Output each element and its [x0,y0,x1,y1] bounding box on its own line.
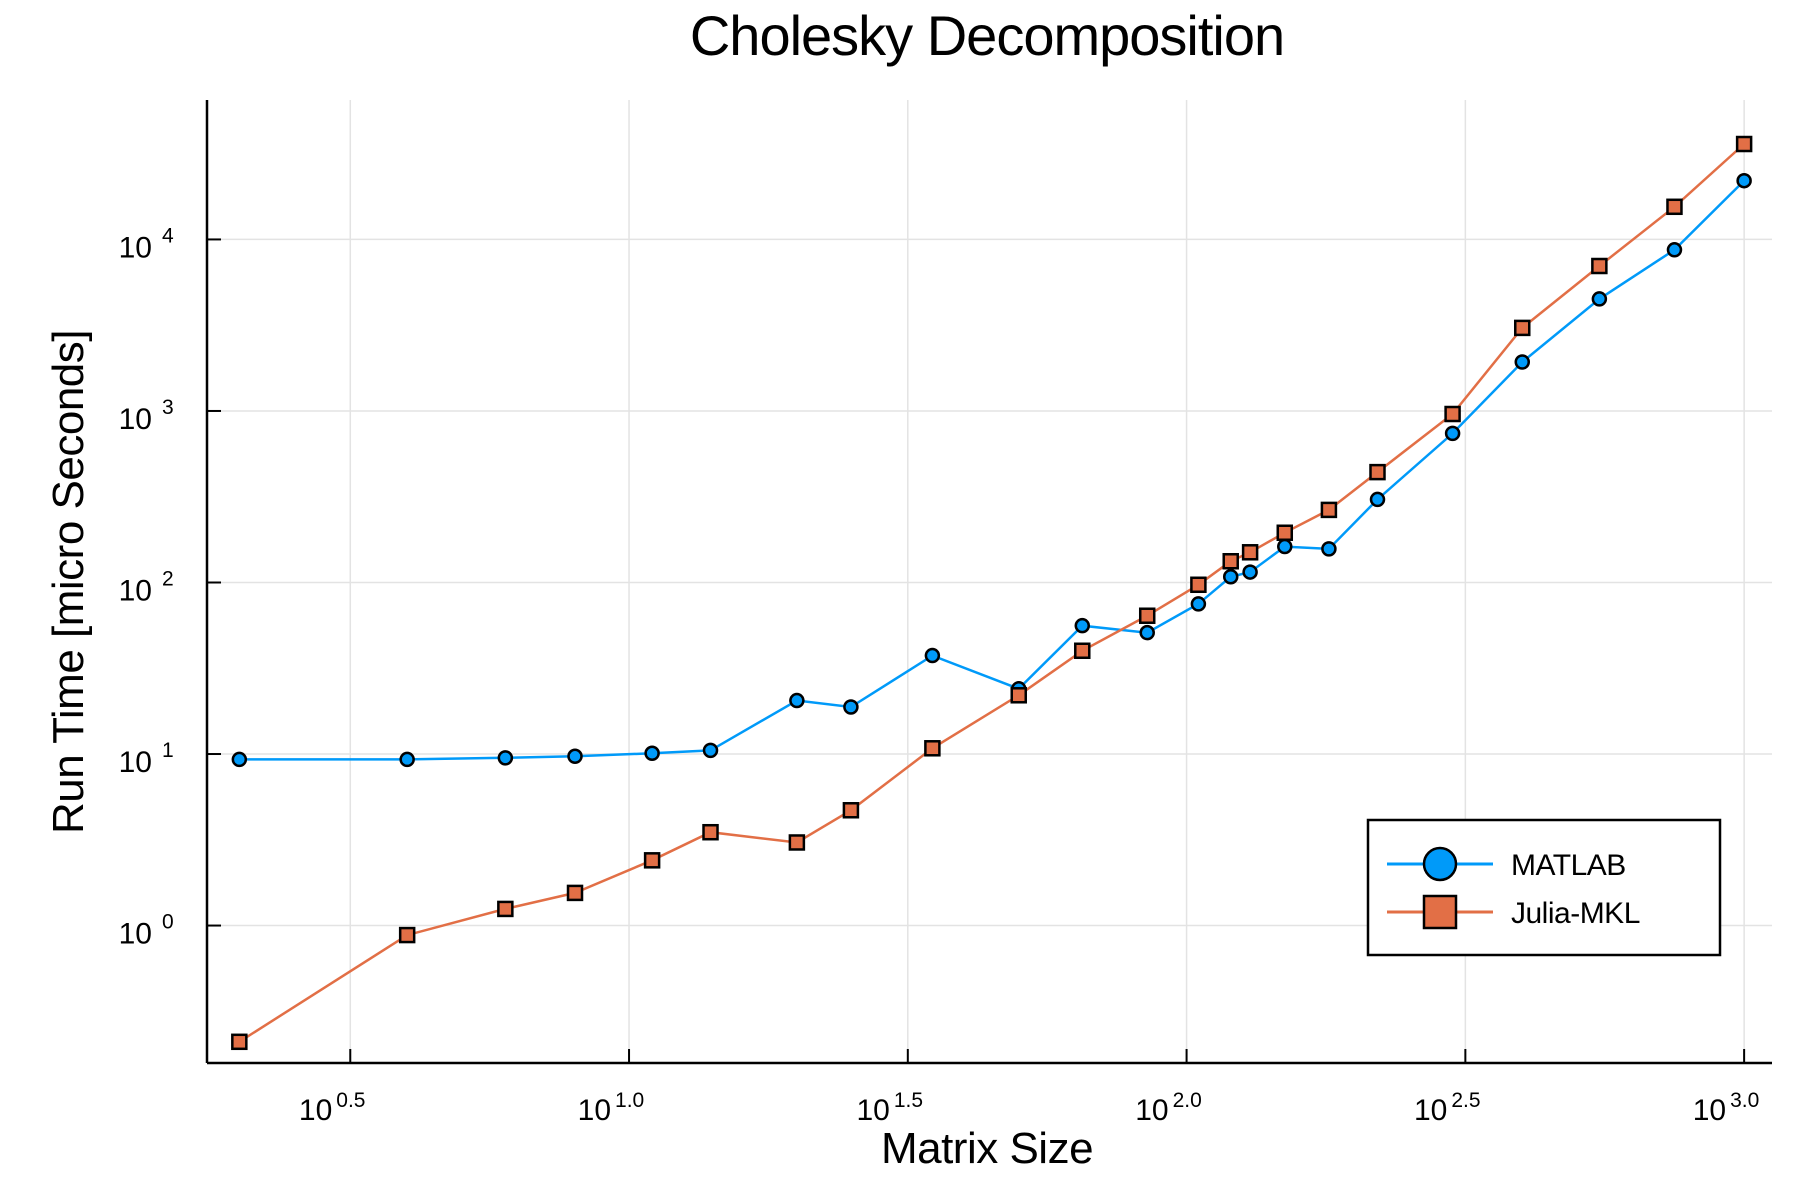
x-axis-label: Matrix Size [881,1124,1093,1173]
y-tick-label-0: 10 [119,918,152,951]
legend-label-julia: Julia-MKL [1511,897,1640,930]
y-tick-labels: 10 0 10 1 10 2 10 3 10 4 [119,224,174,950]
x-tick-label-3: 10 [1135,1094,1168,1127]
x-tick-label-4: 10 [1414,1094,1447,1127]
point-julia-mkl-17 [1369,463,1386,481]
legend-box [1366,818,1722,957]
point-julia-mkl-18 [1444,405,1461,423]
point-julia-mkl-11 [1138,607,1156,624]
point-matlab-22 [1736,172,1752,189]
legend: MATLAB Julia-MKL [1366,818,1722,957]
series-julia-mkl [231,135,1753,1051]
x-tick-exp-0: 0.5 [336,1089,365,1112]
point-matlab-16 [1321,541,1337,557]
point-julia-mkl-10 [1074,642,1091,659]
y-tick-exp-2: 2 [162,567,174,590]
x-tick-exp-4: 2.5 [1451,1089,1480,1112]
point-julia-mkl-13 [1222,552,1239,570]
point-julia-mkl-14 [1241,544,1259,561]
point-matlab-0 [231,751,248,768]
legend-label-matlab: MATLAB [1511,849,1626,882]
legend-marker-julia [1422,894,1458,930]
point-julia-mkl-4 [643,852,661,869]
point-matlab-10 [1074,617,1091,634]
y-tick-exp-3: 3 [162,396,174,419]
point-julia-mkl-19 [1514,319,1531,337]
y-tick-label-4: 10 [119,231,152,264]
point-julia-mkl-12 [1190,576,1207,594]
point-matlab-5 [702,742,719,759]
point-matlab-17 [1369,491,1386,508]
series-layer [231,135,1753,1051]
point-matlab-21 [1666,242,1683,258]
point-julia-mkl-1 [398,926,416,944]
series-line-matlab [239,179,1745,761]
x-tick-exp-2: 1.5 [894,1089,923,1112]
point-julia-mkl-9 [1010,687,1027,704]
y-tick-label-2: 10 [119,574,152,607]
point-julia-mkl-5 [702,823,719,841]
axes [205,100,1772,1065]
x-tick-exp-1: 1.0 [615,1089,644,1112]
point-matlab-13 [1222,569,1239,585]
point-julia-mkl-22 [1735,135,1753,153]
y-tick-label-3: 10 [119,403,152,436]
point-julia-mkl-15 [1276,524,1294,541]
point-matlab-4 [644,745,660,762]
x-tick-label-2: 10 [856,1094,889,1127]
y-axis-label: Run Time [micro Seconds] [44,330,93,834]
point-matlab-6 [789,692,805,709]
y-tick-exp-1: 1 [162,739,174,762]
point-matlab-1 [399,751,415,768]
point-matlab-3 [567,748,583,765]
point-julia-mkl-2 [497,900,514,918]
series-matlab [231,172,1752,768]
point-julia-mkl-21 [1666,198,1683,216]
x-tick-exp-5: 3.0 [1730,1089,1759,1112]
point-matlab-8 [924,647,941,664]
chart-title: Cholesky Decomposition [690,4,1284,67]
x-tick-labels: 10 0.5 10 1.0 10 1.5 10 2.0 10 2.5 10 3.0 [299,1089,1759,1127]
point-julia-mkl-8 [924,740,941,757]
point-matlab-7 [843,699,859,715]
y-tick-exp-4: 4 [162,224,174,247]
x-tick-exp-3: 2.0 [1173,1089,1202,1112]
point-matlab-18 [1444,425,1461,442]
point-matlab-14 [1242,564,1258,580]
point-julia-mkl-7 [842,802,860,819]
legend-marker-matlab [1422,846,1458,882]
point-julia-mkl-6 [788,834,806,851]
grid-lines [207,100,1772,1063]
point-julia-mkl-3 [566,884,584,902]
point-matlab-11 [1139,624,1155,641]
y-tick-label-1: 10 [119,746,152,779]
point-matlab-20 [1591,291,1608,307]
point-julia-mkl-0 [231,1033,248,1051]
point-matlab-15 [1277,538,1293,555]
y-tick-exp-0: 0 [162,911,174,934]
x-tick-label-1: 10 [578,1094,611,1127]
point-julia-mkl-20 [1591,257,1608,275]
point-matlab-12 [1190,596,1207,612]
x-tick-label-0: 10 [299,1094,332,1127]
x-tick-label-5: 10 [1693,1094,1726,1127]
point-julia-mkl-16 [1320,501,1338,519]
point-matlab-19 [1514,354,1531,370]
point-matlab-2 [497,750,514,766]
